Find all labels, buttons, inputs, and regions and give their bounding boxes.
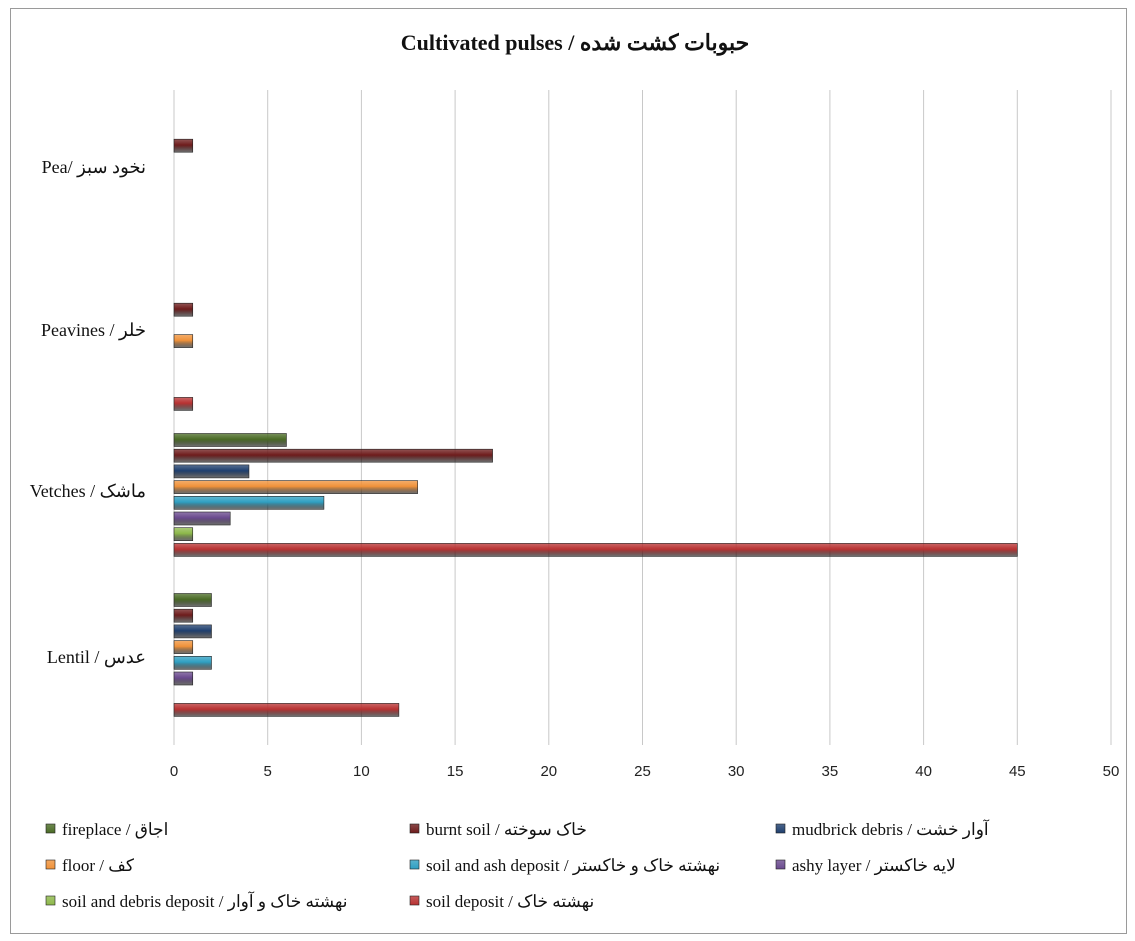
x-tick-label: 30	[728, 763, 745, 780]
x-tick-label: 40	[915, 763, 932, 780]
bars	[173, 138, 1018, 717]
bar	[173, 433, 287, 447]
legend-swatch	[45, 859, 56, 870]
category-label: نخود سبز /Pea	[42, 157, 146, 178]
x-tick-label: 5	[264, 763, 272, 780]
legend-label: floor / کف	[62, 856, 135, 875]
legend-swatch	[409, 823, 420, 834]
legend-label: soil deposit / نهشته خاک	[426, 892, 594, 912]
category-label: Peavines / خلر	[41, 320, 146, 341]
bar	[173, 302, 194, 317]
legend-label: ashy layer / لایه خاکستر	[792, 856, 956, 876]
legend-label: soil and ash deposit / نهشته خاک و خاکست…	[426, 856, 720, 876]
legend-label: fireplace / اجاق	[62, 820, 168, 839]
bar	[173, 608, 194, 623]
bar	[173, 397, 194, 411]
bar	[173, 527, 194, 542]
legend-swatch	[45, 823, 56, 834]
legend-swatch	[409, 859, 420, 870]
chart-title: Cultivated pulses / حبوبات کشت شده	[401, 30, 749, 56]
legend: fireplace / اجاق burnt soil / خاک سوخته mu…	[45, 818, 990, 912]
x-tick-label: 35	[822, 763, 839, 780]
bar	[173, 593, 212, 607]
bar	[173, 640, 194, 654]
bar	[173, 138, 194, 153]
x-tick-label: 15	[447, 763, 464, 780]
bar	[173, 511, 231, 526]
x-axis-ticks: 0 5 10 15 20 25 30 35 40 45 50	[170, 763, 1120, 780]
bar	[173, 655, 212, 670]
legend-label: burnt soil / خاک سوخته	[426, 820, 587, 840]
x-tick-label: 45	[1009, 763, 1026, 780]
legend-swatch	[409, 895, 420, 906]
bar	[173, 464, 250, 479]
bar	[173, 703, 400, 717]
bar	[173, 671, 194, 686]
gridlines	[173, 90, 1112, 745]
legend-swatch	[775, 823, 786, 834]
legend-label: mudbrick debris / آوار خشت	[792, 818, 990, 840]
x-tick-label: 10	[353, 763, 370, 780]
x-tick-label: 20	[540, 763, 557, 780]
bar	[173, 495, 325, 510]
x-tick-label: 50	[1103, 763, 1120, 780]
legend-swatch	[775, 859, 786, 870]
legend-label: soil and debris deposit / نهشته خاک و آو…	[62, 890, 347, 912]
bar	[173, 543, 1018, 557]
bar	[173, 480, 418, 494]
chart-frame	[10, 8, 1127, 934]
category-label: Lentil / عدس	[47, 647, 146, 668]
legend-swatch	[45, 895, 56, 906]
x-tick-label: 25	[634, 763, 651, 780]
x-tick-label: 0	[170, 763, 178, 780]
category-label: Vetches / ماشک	[30, 481, 146, 501]
category-labels: نخود سبز /Pea Peavines / خلر Vetches / ماش…	[30, 157, 146, 668]
bar	[173, 448, 493, 463]
bar	[173, 624, 212, 639]
bar	[173, 334, 194, 348]
